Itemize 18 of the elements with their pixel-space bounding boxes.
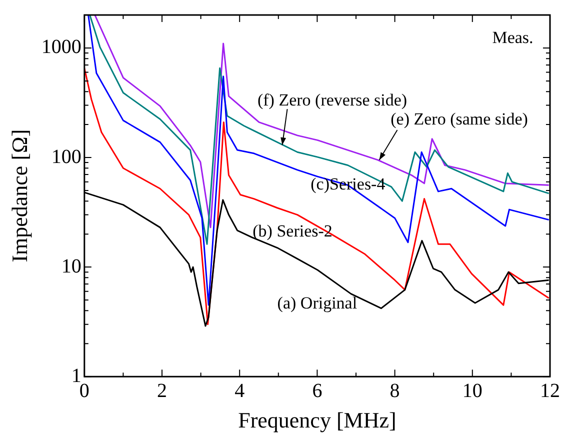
x-tick-label: 0 [79, 380, 90, 402]
annotation: (b) Series-2 [252, 221, 332, 240]
y-tick-label: 1 [71, 364, 82, 387]
annotation: Meas. [492, 28, 534, 47]
y-tick-label: 100 [51, 146, 82, 168]
x-tick-label: 6 [312, 380, 322, 402]
y-axis-title: Impedance [Ω] [6, 129, 32, 262]
x-axis-title: Frequency [MHz] [238, 408, 396, 433]
y-tick-label: 1000 [41, 36, 82, 58]
annotation: (e) Zero (same side) [390, 109, 528, 128]
annotation: (f) Zero (reverse side) [257, 90, 408, 110]
x-tick-label: 4 [234, 380, 245, 402]
x-tick-label: 8 [390, 380, 400, 402]
x-tick-label: 12 [540, 380, 560, 402]
y-tick-label: 10 [61, 255, 82, 278]
annotation: (a) Original [277, 294, 358, 313]
x-tick-label: 2 [157, 380, 167, 402]
x-tick-label: 10 [462, 380, 482, 402]
